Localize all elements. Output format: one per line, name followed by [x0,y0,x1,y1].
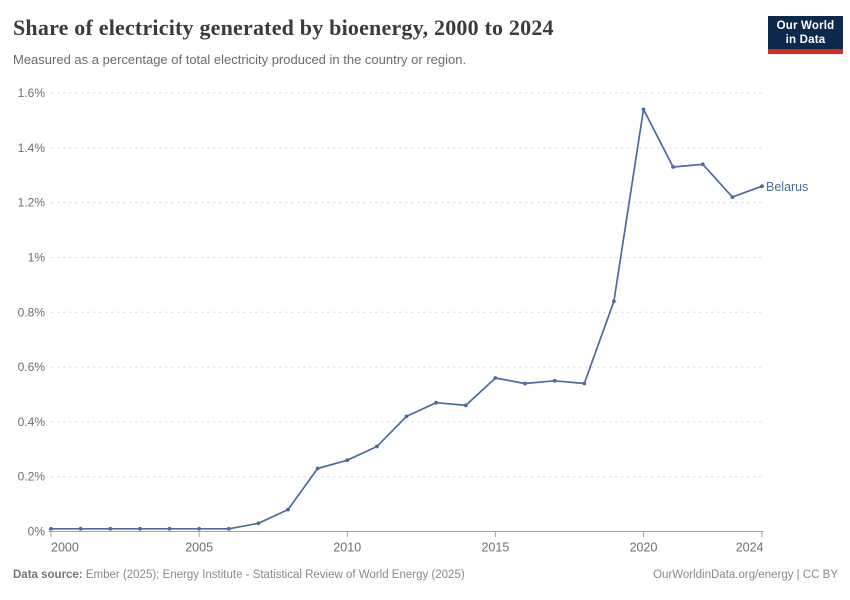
y-axis-tick-label: 1% [28,250,46,264]
data-point[interactable] [167,526,172,531]
x-axis-tick-label: 2020 [630,541,658,555]
data-point[interactable] [138,526,142,531]
y-axis-tick-label: 0.2% [18,470,46,484]
data-point[interactable] [700,162,705,167]
y-axis-tick-label: 0.8% [18,305,46,319]
y-axis-tick-label: 0.4% [18,415,46,429]
data-point[interactable] [256,521,261,526]
data-point[interactable] [760,184,764,189]
series-label-belarus[interactable]: Belarus [766,180,809,194]
owid-logo[interactable]: Our World in Data [768,16,843,54]
data-source-label: Data source: [13,569,83,581]
chart-subtitle: Measured as a percentage of total electr… [13,52,467,67]
data-point[interactable] [345,458,350,463]
data-point[interactable] [315,466,320,471]
data-point[interactable] [197,526,202,531]
owid-url-license-link[interactable]: OurWorldinData.org/energy | CC BY [653,569,838,581]
owid-logo-redbar [768,49,843,54]
x-axis-tick-label: 2000 [51,541,79,555]
owid-logo-line1: Our World [776,20,835,32]
data-point[interactable] [226,526,231,531]
y-axis-tick-label: 1.4% [18,141,46,155]
data-point[interactable] [730,195,735,200]
owid-logo-line2: in Data [785,34,826,46]
y-axis-tick-label: 1.6% [18,86,46,100]
y-axis-tick-label: 0.6% [18,360,46,374]
chart-title: Share of electricity generated by bioene… [13,15,554,40]
x-axis-tick-label: 2024 [736,541,764,555]
y-axis-tick-label: 0% [28,525,46,539]
x-axis-tick-label: 2010 [333,541,361,555]
data-line-belarus[interactable] [50,108,763,530]
data-point[interactable] [493,376,498,380]
x-axis-tick-label: 2005 [185,541,213,555]
data-source-note: Data source: Ember (2025); Energy Instit… [13,568,465,582]
data-point[interactable] [463,403,468,408]
data-point[interactable] [375,444,379,449]
data-point[interactable] [434,400,438,405]
y-axis-tick-label: 1.2% [18,196,46,210]
data-point[interactable] [552,378,557,383]
data-point[interactable] [612,299,616,304]
data-point[interactable] [78,526,83,531]
data-point[interactable] [641,107,646,112]
data-point[interactable] [108,526,113,531]
chart-footer: Data source: Ember (2025); Energy Instit… [13,568,838,582]
owid-logo-text: Our World in Data [768,16,843,49]
data-point[interactable] [671,165,675,169]
data-point[interactable] [582,381,587,386]
data-point[interactable] [286,507,290,512]
data-point[interactable] [404,414,409,419]
data-point[interactable] [523,381,527,386]
data-point[interactable] [49,526,53,531]
x-axis-tick-label: 2015 [481,541,509,555]
data-source-text: Ember (2025); Energy Institute - Statist… [82,569,465,581]
